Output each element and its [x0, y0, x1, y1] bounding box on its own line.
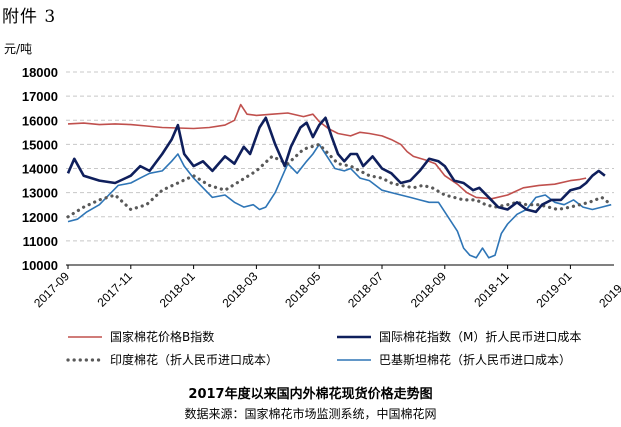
y-tick-label: 16000: [22, 113, 58, 128]
x-tick-label: 2019-03: [596, 269, 621, 310]
series-line-3: [67, 143, 612, 259]
data-source-note: 数据来源：国家棉花市场监测系统，中国棉花网: [184, 407, 437, 421]
y-tick-label: 10000: [22, 258, 58, 273]
series-line-2: [66, 142, 613, 219]
y-tick-label: 18000: [22, 65, 58, 80]
x-tick-label: 2018-11: [471, 269, 512, 310]
y-tick-label: 11000: [23, 234, 58, 249]
x-tick-label: 2019-01: [533, 269, 574, 310]
legend-label: 国家棉花价格B指数: [110, 329, 214, 344]
x-tick-label: 2018-03: [219, 269, 260, 310]
legend-label: 巴基斯坦棉花（折人民币进口成本）: [379, 352, 571, 367]
y-tick-label: 15000: [22, 137, 58, 152]
x-tick-label: 2018-09: [408, 269, 449, 310]
x-tick-label: 2018-05: [282, 269, 323, 310]
x-tick-label: 2017-11: [95, 269, 136, 310]
grid-lines: [66, 71, 614, 242]
series-line-1: [66, 116, 606, 214]
x-tick-label: 2018-01: [157, 269, 198, 310]
y-tick-label: 14000: [22, 162, 58, 177]
x-axis-ticks: 2017-09 2017-11 2018-01 2018-03 2018-05 2018-…: [31, 265, 621, 310]
x-tick-label: 2018-07: [345, 269, 386, 310]
legend: 国家棉花价格B指数 国际棉花指数（M）折人民币进口成本印度棉花（折人民币进口成本）…: [66, 329, 581, 367]
y-tick-label: 17000: [22, 89, 58, 104]
y-tick-label: 12000: [22, 210, 58, 225]
figure-label: 附件 3: [2, 7, 57, 27]
chart-caption: 2017年度以来国内外棉花现货价格走势图: [188, 387, 433, 402]
legend-label: 印度棉花（折人民币进口成本）: [110, 352, 278, 367]
y-tick-label: 13000: [22, 186, 58, 201]
y-axis-ticks: 18000 17000 16000 15000 14000 13000 12000 11000…: [22, 65, 58, 273]
price-trend-chart: 18000 17000 16000 15000 14000 13000 12000 11000…: [22, 65, 621, 367]
y-axis-unit-label: 元/吨: [4, 42, 33, 56]
x-tick-label: 2017-09: [31, 269, 72, 310]
legend-label: 国际棉花指数（M）折人民币进口成本: [379, 329, 581, 344]
series-lines: [66, 103, 613, 259]
